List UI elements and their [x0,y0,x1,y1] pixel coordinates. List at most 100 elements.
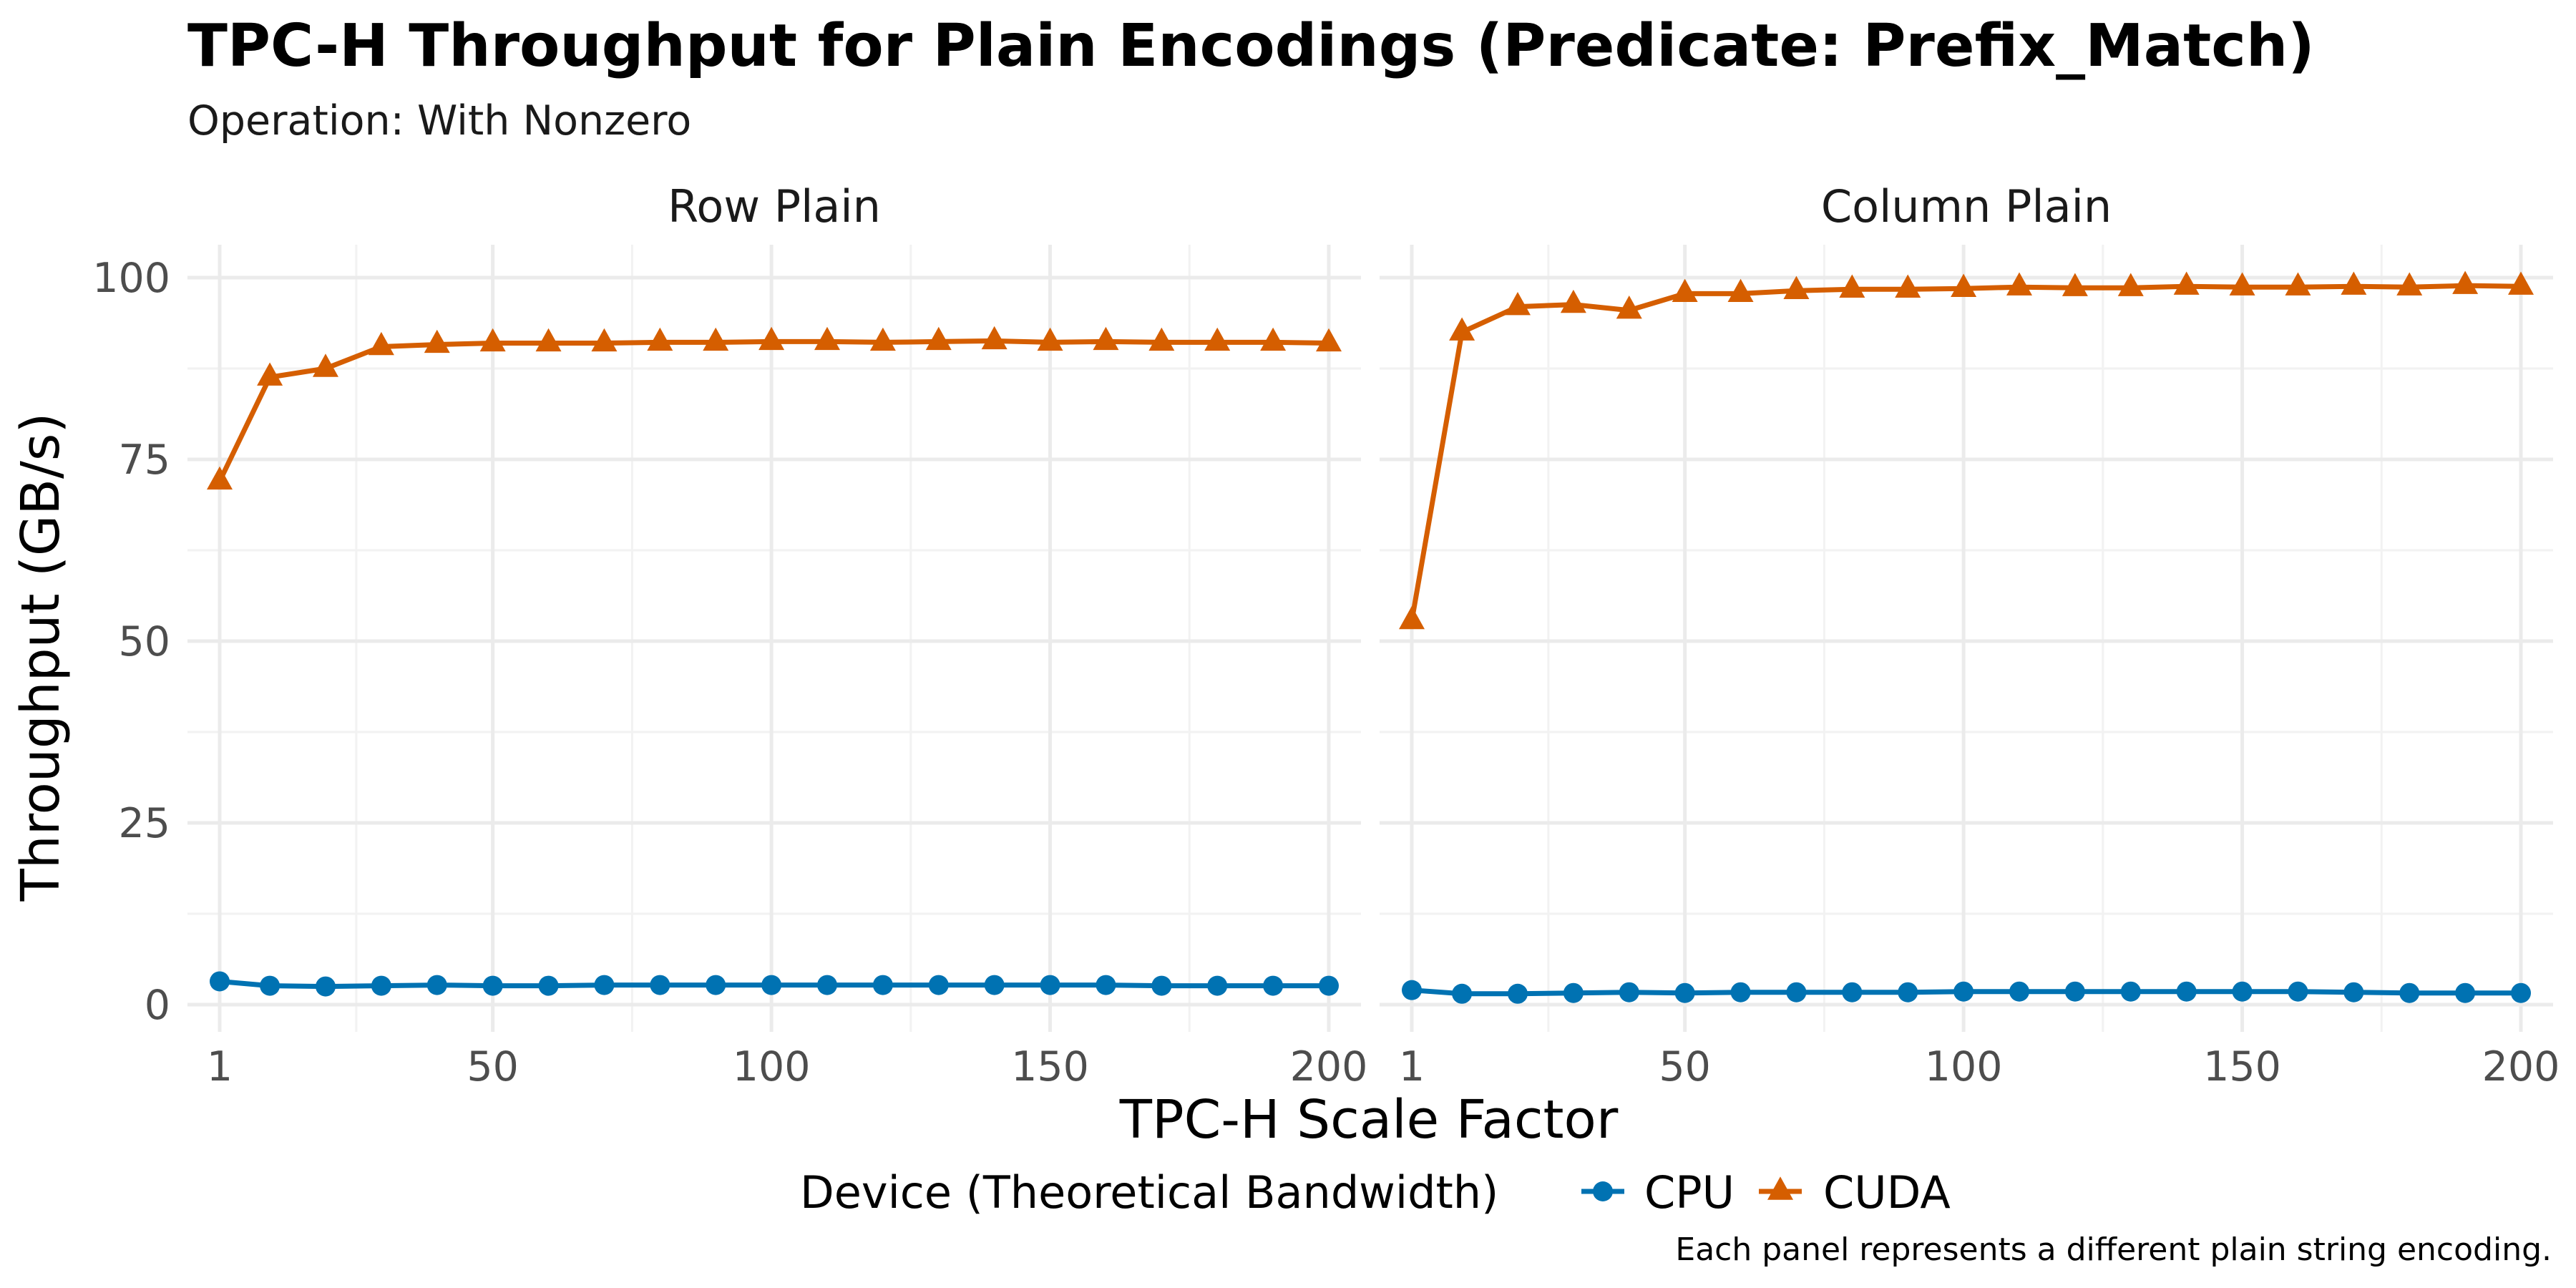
data-point [535,328,562,352]
data-point [2173,271,2200,295]
data-point [2341,271,2367,295]
data-point [1563,982,1584,1003]
data-point [1452,983,1473,1004]
data-point [1399,605,1425,630]
legend-items: CPU CUDA [1581,1166,1951,1219]
data-point [2009,981,2029,1002]
data-point [1402,980,1422,1000]
series-line [1409,283,2522,622]
data-point [1204,327,1231,351]
x-tick-label: 200 [2482,1043,2560,1091]
data-point [1040,975,1060,995]
data-point [984,975,1005,995]
data-point [1316,328,1342,352]
data-point [591,328,618,352]
y-tick-label: 75 [118,436,170,484]
y-tick-label: 50 [118,618,170,665]
data-point [1842,982,1863,1002]
data-point [538,975,559,996]
data-point [2285,272,2311,296]
legend-key-marker [1593,1181,1613,1201]
series-cuda [207,326,1342,490]
series-cuda [1399,270,2534,630]
data-point [1619,982,1639,1002]
data-point [816,975,837,995]
data-point [869,327,896,351]
panel-strip-label: Row Plain [668,180,881,233]
data-point [1207,975,1228,996]
x-tick-label: 100 [733,1043,811,1091]
data-point [650,975,670,995]
data-point [2232,981,2253,1002]
data-point [1560,289,1586,313]
data-point [368,331,394,356]
data-point [1096,975,1116,995]
x-axis-title: TPC-H Scale Factor [1119,1089,1619,1151]
chart-title: TPC-H Throughput for Plain Encodings (Pr… [187,12,2315,80]
x-tick-label: 100 [1925,1043,2003,1091]
x-tick-label: 150 [2203,1043,2281,1091]
data-point [1786,982,1807,1002]
data-point [2399,982,2420,1003]
y-tick-label: 100 [92,255,170,302]
data-point [2006,272,2032,296]
data-point [2062,273,2088,296]
data-point [1672,278,1698,303]
data-point [260,975,280,996]
data-point [758,326,785,351]
data-point [426,975,447,995]
data-point [2511,982,2531,1003]
x-tick-label: 200 [1290,1043,1368,1091]
x-tick-label: 150 [1011,1043,1089,1091]
data-point [2176,981,2197,1002]
data-point [1895,274,1921,298]
data-point [1898,982,1918,1002]
data-point [1151,975,1172,996]
data-point [706,975,726,995]
legend-label: CPU [1644,1166,1735,1219]
data-point [1148,327,1175,351]
chart-subtitle: Operation: With Nonzero [187,97,691,145]
legend-item-cuda: CUDA [1759,1166,1951,1219]
data-point [814,326,840,351]
x-tick-label: 50 [467,1043,519,1091]
data-point [761,975,782,995]
data-point [703,327,729,351]
panel-strip-label: Column Plain [1821,180,2112,233]
x-tick-label: 1 [207,1043,233,1091]
y-tick-label: 25 [118,800,170,847]
y-axis-title: Throughput (GB/s) [10,413,72,902]
data-point [1727,278,1754,303]
data-point [1953,981,1974,1002]
data-point [207,466,233,490]
data-point [1839,274,1865,298]
legend-title: Device (Theoretical Bandwidth) [800,1166,1498,1219]
data-point [1093,326,1119,351]
data-point [1449,317,1475,341]
data-point [210,971,230,992]
data-point [2396,272,2423,296]
data-point [594,975,615,995]
chart-caption: Each panel represents a different plain … [1675,1231,2552,1268]
y-tick-label: 0 [145,982,170,1029]
data-point [1263,975,1284,996]
data-point [1507,983,1528,1004]
data-point [1616,296,1642,319]
data-point [981,326,1008,350]
legend-item-cpu: CPU [1581,1166,1735,1219]
data-point [1783,275,1810,299]
data-point [424,329,450,353]
legend-key-marker [1767,1176,1793,1200]
data-point [482,975,503,996]
data-point [928,975,949,995]
x-tick-label: 50 [1659,1043,1711,1091]
series-cpu [210,971,1339,997]
data-point [315,976,336,997]
data-point [371,975,391,996]
data-point [1260,327,1287,351]
data-point [479,328,506,352]
